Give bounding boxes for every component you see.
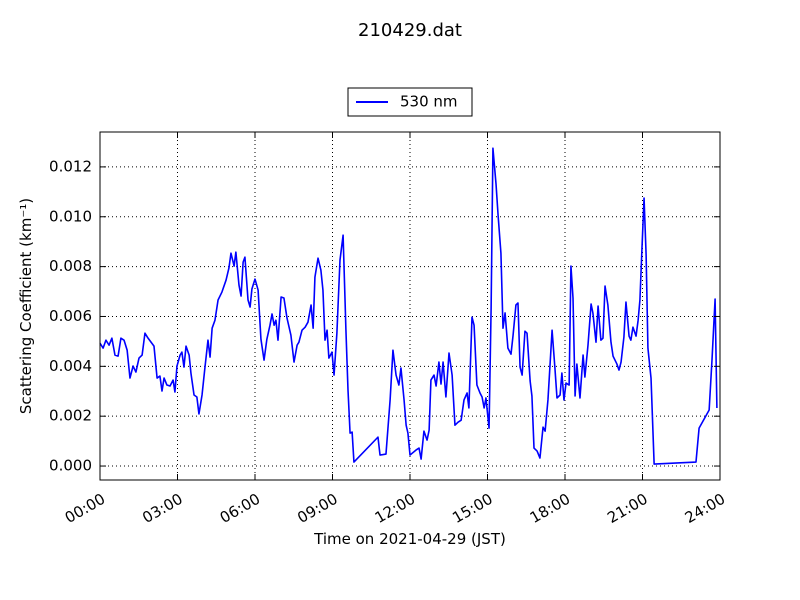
y-tick-label: 0.002 (49, 407, 92, 425)
y-axis-label: Scattering Coefficient (km⁻¹) (17, 198, 35, 414)
y-tick-label: 0.010 (49, 207, 92, 225)
y-tick-label: 0.008 (49, 257, 92, 275)
plot (99, 147, 718, 465)
y-tick-label: 0.006 (49, 307, 92, 325)
grid (99, 132, 721, 480)
data-line (99, 147, 718, 465)
x-axis-label: Time on 2021-04-29 (JST) (313, 530, 506, 548)
legend: 530 nm (347, 87, 473, 117)
y-tick-label: 0.012 (49, 157, 92, 175)
chart-title: 210429.dat (358, 20, 462, 41)
legend-label: 530 nm (400, 93, 458, 111)
y-tick-label: 0.000 (49, 457, 92, 475)
y-tick-label: 0.004 (49, 357, 92, 375)
